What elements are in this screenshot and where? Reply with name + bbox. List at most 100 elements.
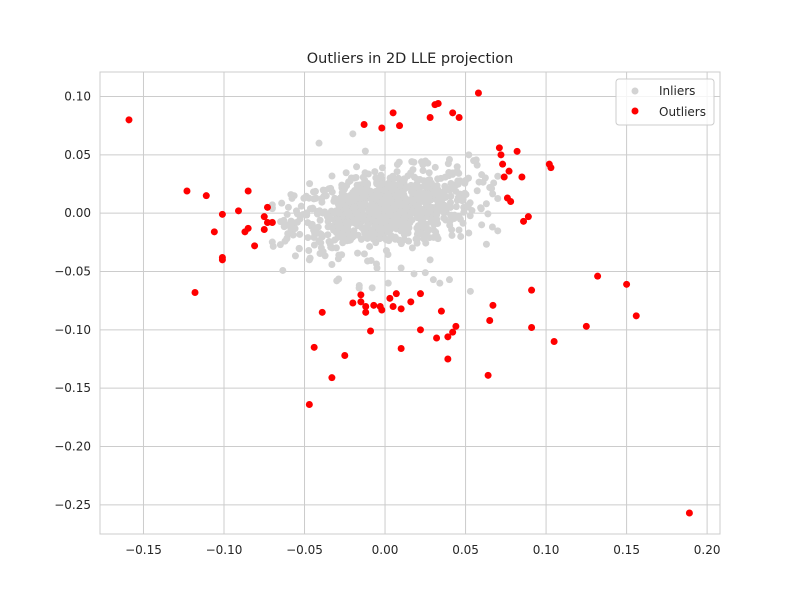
inlier-point (419, 197, 427, 205)
legend-marker-outliers (631, 107, 639, 115)
inlier-point (344, 225, 352, 233)
inlier-point (305, 247, 313, 255)
inlier-point (364, 179, 372, 187)
inlier-point (489, 190, 497, 198)
inlier-point (340, 192, 348, 200)
outlier-point (397, 305, 405, 313)
outlier-point (623, 280, 631, 288)
inlier-point (466, 287, 474, 295)
inlier-point (335, 224, 343, 232)
inlier-point (494, 195, 502, 203)
inlier-point (397, 240, 405, 248)
inlier-point (324, 231, 332, 239)
outlier-point (500, 173, 508, 181)
inlier-point (317, 244, 325, 252)
outlier-point (489, 301, 497, 309)
inlier-point (397, 264, 405, 272)
outlier-point (449, 109, 457, 117)
inlier-point (310, 226, 318, 234)
inlier-point (316, 216, 324, 224)
inlier-point (390, 174, 398, 182)
inlier-point (371, 222, 379, 230)
outlier-point (268, 219, 276, 226)
inlier-point (316, 249, 324, 257)
outlier-point (362, 303, 370, 310)
inlier-point (344, 208, 352, 216)
outlier-point (499, 160, 507, 168)
inlier-point (400, 191, 408, 199)
inlier-point (433, 210, 441, 218)
inlier-point (361, 169, 369, 177)
outlier-point (367, 327, 375, 335)
inlier-point (395, 196, 403, 204)
outlier-point (632, 312, 640, 320)
outlier-point (437, 307, 445, 315)
inlier-point (408, 216, 416, 224)
inlier-point (383, 223, 391, 231)
inlier-point (350, 227, 358, 235)
inlier-point (420, 182, 428, 190)
inlier-point (299, 210, 307, 218)
outlier-point (449, 328, 457, 336)
inlier-point (382, 216, 390, 224)
inlier-point (304, 234, 312, 242)
inlier-point (350, 174, 358, 182)
outlier-point (305, 401, 313, 408)
inlier-point (338, 251, 346, 259)
y-tick-label: 0.00 (64, 206, 91, 220)
y-tick-label: −0.15 (54, 381, 91, 395)
y-tick-label: −0.25 (54, 498, 91, 512)
inlier-point (328, 223, 336, 231)
outlier-point (452, 322, 460, 330)
inlier-point (452, 187, 460, 195)
inlier-point (283, 210, 291, 218)
inlier-point (284, 203, 292, 211)
inlier-point (396, 182, 404, 190)
inlier-point (284, 221, 292, 229)
inlier-point (413, 175, 421, 183)
inlier-point (419, 167, 427, 175)
inlier-point (342, 219, 350, 227)
inlier-point (439, 194, 447, 202)
inlier-point (371, 230, 379, 238)
outlier-point (520, 217, 528, 225)
outlier-point (434, 100, 442, 107)
chart-title: Outliers in 2D LLE projection (307, 51, 514, 67)
outlier-point (218, 256, 226, 264)
outlier-point (341, 352, 349, 359)
outlier-point (474, 89, 482, 97)
outlier-point (594, 272, 602, 280)
inlier-point (494, 227, 502, 235)
outlier-point (362, 308, 370, 316)
inlier-point (368, 284, 376, 292)
outlier-point (685, 509, 693, 517)
outlier-point (528, 286, 536, 294)
inlier-point (460, 208, 468, 216)
x-tick-labels: −0.15 −0.10 −0.05 0.00 0.05 0.10 0.15 0.20 (125, 543, 720, 557)
outlier-point (528, 324, 536, 331)
inlier-point (293, 218, 301, 226)
inlier-point (403, 183, 411, 191)
inlier-point (425, 226, 433, 234)
outlier-point (360, 121, 368, 128)
outlier-point (416, 290, 424, 298)
x-tick-label: −0.05 (286, 543, 323, 557)
plot-frame (99, 71, 721, 535)
inlier-point (310, 195, 318, 203)
outlier-point (497, 151, 505, 159)
inlier-point (430, 220, 438, 228)
inlier-point (486, 184, 494, 191)
outlier-point (550, 338, 558, 345)
inlier-point (445, 276, 453, 284)
inlier-point (390, 222, 398, 230)
inlier-point (455, 226, 463, 234)
inlier-point (434, 175, 442, 183)
inlier-point (426, 204, 434, 212)
inlier-point (390, 212, 398, 220)
inlier-point (401, 175, 409, 183)
inlier-point (315, 139, 323, 147)
inlier-point (465, 151, 473, 159)
inlier-point (328, 261, 336, 268)
inlier-point (384, 279, 392, 287)
inlier-point (414, 204, 422, 212)
